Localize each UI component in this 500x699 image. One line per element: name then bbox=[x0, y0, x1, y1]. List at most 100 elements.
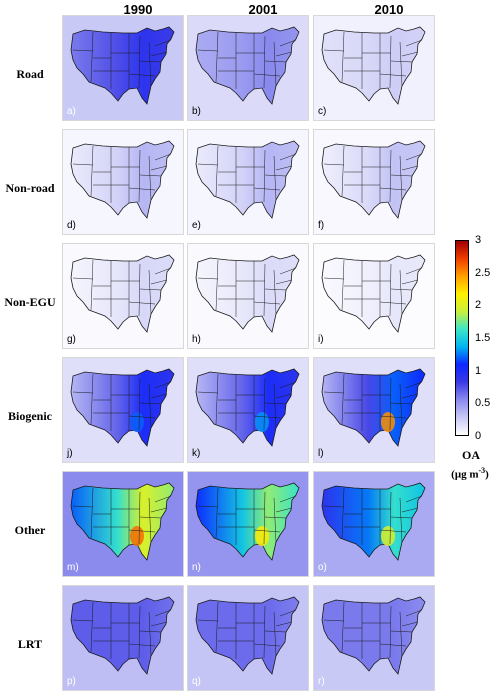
colorbar-tick-2: 2 bbox=[475, 299, 482, 311]
state-borders bbox=[323, 31, 423, 89]
column-header-1990: 1990 bbox=[123, 2, 153, 17]
land-area bbox=[195, 596, 300, 675]
land-area bbox=[195, 368, 300, 447]
panel-label: h) bbox=[192, 334, 201, 345]
state-borders bbox=[197, 373, 297, 431]
colorbar-unit: (μg m-3) bbox=[451, 466, 489, 481]
us-map bbox=[321, 26, 426, 105]
land-area bbox=[70, 26, 175, 105]
us-map bbox=[70, 482, 175, 561]
panel-label: j) bbox=[67, 448, 73, 459]
state-borders bbox=[72, 145, 172, 203]
land-area bbox=[70, 596, 175, 675]
map-panel-other-2010: o) bbox=[313, 471, 435, 577]
land-area bbox=[321, 482, 426, 561]
panel-label: e) bbox=[192, 220, 201, 231]
land-area bbox=[321, 140, 426, 219]
us-map bbox=[70, 140, 175, 219]
concentration-hotspot bbox=[130, 526, 144, 546]
us-map bbox=[195, 254, 300, 333]
state-borders bbox=[72, 31, 172, 89]
map-panel-biogenic-2001: k) bbox=[187, 357, 309, 463]
state-borders bbox=[323, 487, 423, 545]
concentration-hotspot bbox=[255, 412, 269, 432]
row-label-other: Other bbox=[14, 523, 46, 537]
us-map bbox=[70, 596, 175, 675]
panel-label: o) bbox=[318, 562, 327, 573]
map-panel-other-2001: n) bbox=[187, 471, 309, 577]
panel-label: q) bbox=[192, 676, 201, 687]
us-map bbox=[195, 368, 300, 447]
concentration-hotspot bbox=[255, 526, 269, 546]
column-header-2010: 2010 bbox=[374, 2, 404, 17]
panel-label: f) bbox=[318, 220, 325, 231]
column-header-2001: 2001 bbox=[248, 2, 278, 17]
state-borders bbox=[72, 601, 172, 659]
map-panel-road-2010: c) bbox=[313, 15, 435, 121]
colorbar-tick-2-5: 2.5 bbox=[475, 267, 491, 279]
panel-label: b) bbox=[192, 106, 201, 117]
land-area bbox=[70, 254, 175, 333]
concentration-hotspot bbox=[381, 526, 395, 546]
land-area bbox=[195, 482, 300, 561]
us-map bbox=[321, 140, 426, 219]
state-borders bbox=[197, 259, 297, 317]
map-panel-non-egu-2001: h) bbox=[187, 243, 309, 349]
map-panel-road-1990: a) bbox=[62, 15, 184, 121]
us-map bbox=[321, 596, 426, 675]
panel-label: l) bbox=[318, 448, 324, 459]
us-map bbox=[321, 368, 426, 447]
land-area bbox=[70, 482, 175, 561]
colorbar-tick-1-5: 1.5 bbox=[475, 332, 491, 344]
panel-label: r) bbox=[318, 676, 325, 687]
panel-label: k) bbox=[192, 448, 201, 459]
land-area bbox=[195, 140, 300, 219]
us-map bbox=[321, 482, 426, 561]
state-borders bbox=[323, 145, 423, 203]
map-panel-road-2001: b) bbox=[187, 15, 309, 121]
state-borders bbox=[323, 259, 423, 317]
land-area bbox=[70, 140, 175, 219]
row-label-non-egu: Non-EGU bbox=[4, 295, 56, 309]
us-map bbox=[321, 254, 426, 333]
us-map bbox=[70, 254, 175, 333]
state-borders bbox=[197, 487, 297, 545]
map-panel-lrt-1990: p) bbox=[62, 585, 184, 691]
map-panel-non-road-2001: e) bbox=[187, 129, 309, 235]
map-panel-biogenic-2010: l) bbox=[313, 357, 435, 463]
state-borders bbox=[197, 31, 297, 89]
land-area bbox=[321, 596, 426, 675]
colorbar-tick-1: 1 bbox=[475, 365, 482, 377]
state-borders bbox=[72, 259, 172, 317]
colorbar-tick-3: 3 bbox=[475, 234, 482, 246]
panel-label: a) bbox=[67, 106, 76, 117]
land-area bbox=[70, 368, 175, 447]
map-panel-lrt-2010: r) bbox=[313, 585, 435, 691]
panel-label: i) bbox=[318, 334, 324, 345]
us-map bbox=[195, 26, 300, 105]
us-map bbox=[195, 596, 300, 675]
map-panel-lrt-2001: q) bbox=[187, 585, 309, 691]
colorbar bbox=[455, 240, 469, 436]
map-panel-other-1990: m) bbox=[62, 471, 184, 577]
panel-label: m) bbox=[67, 562, 79, 573]
concentration-hotspot bbox=[381, 412, 395, 432]
land-area bbox=[321, 368, 426, 447]
panel-label: c) bbox=[318, 106, 327, 117]
state-borders bbox=[72, 487, 172, 545]
state-borders bbox=[197, 145, 297, 203]
land-area bbox=[195, 26, 300, 105]
state-borders bbox=[323, 373, 423, 431]
row-label-non-road: Non-road bbox=[5, 181, 55, 195]
map-panel-non-egu-1990: g) bbox=[62, 243, 184, 349]
panel-label: d) bbox=[67, 220, 76, 231]
map-panel-biogenic-1990: j) bbox=[62, 357, 184, 463]
colorbar-tick-0: 0 bbox=[475, 430, 482, 442]
land-area bbox=[321, 254, 426, 333]
land-area bbox=[321, 26, 426, 105]
state-borders bbox=[197, 601, 297, 659]
map-panel-non-egu-2010: i) bbox=[313, 243, 435, 349]
colorbar-title: OA bbox=[462, 448, 480, 462]
row-label-biogenic: Biogenic bbox=[8, 409, 52, 423]
map-panel-non-road-2010: f) bbox=[313, 129, 435, 235]
